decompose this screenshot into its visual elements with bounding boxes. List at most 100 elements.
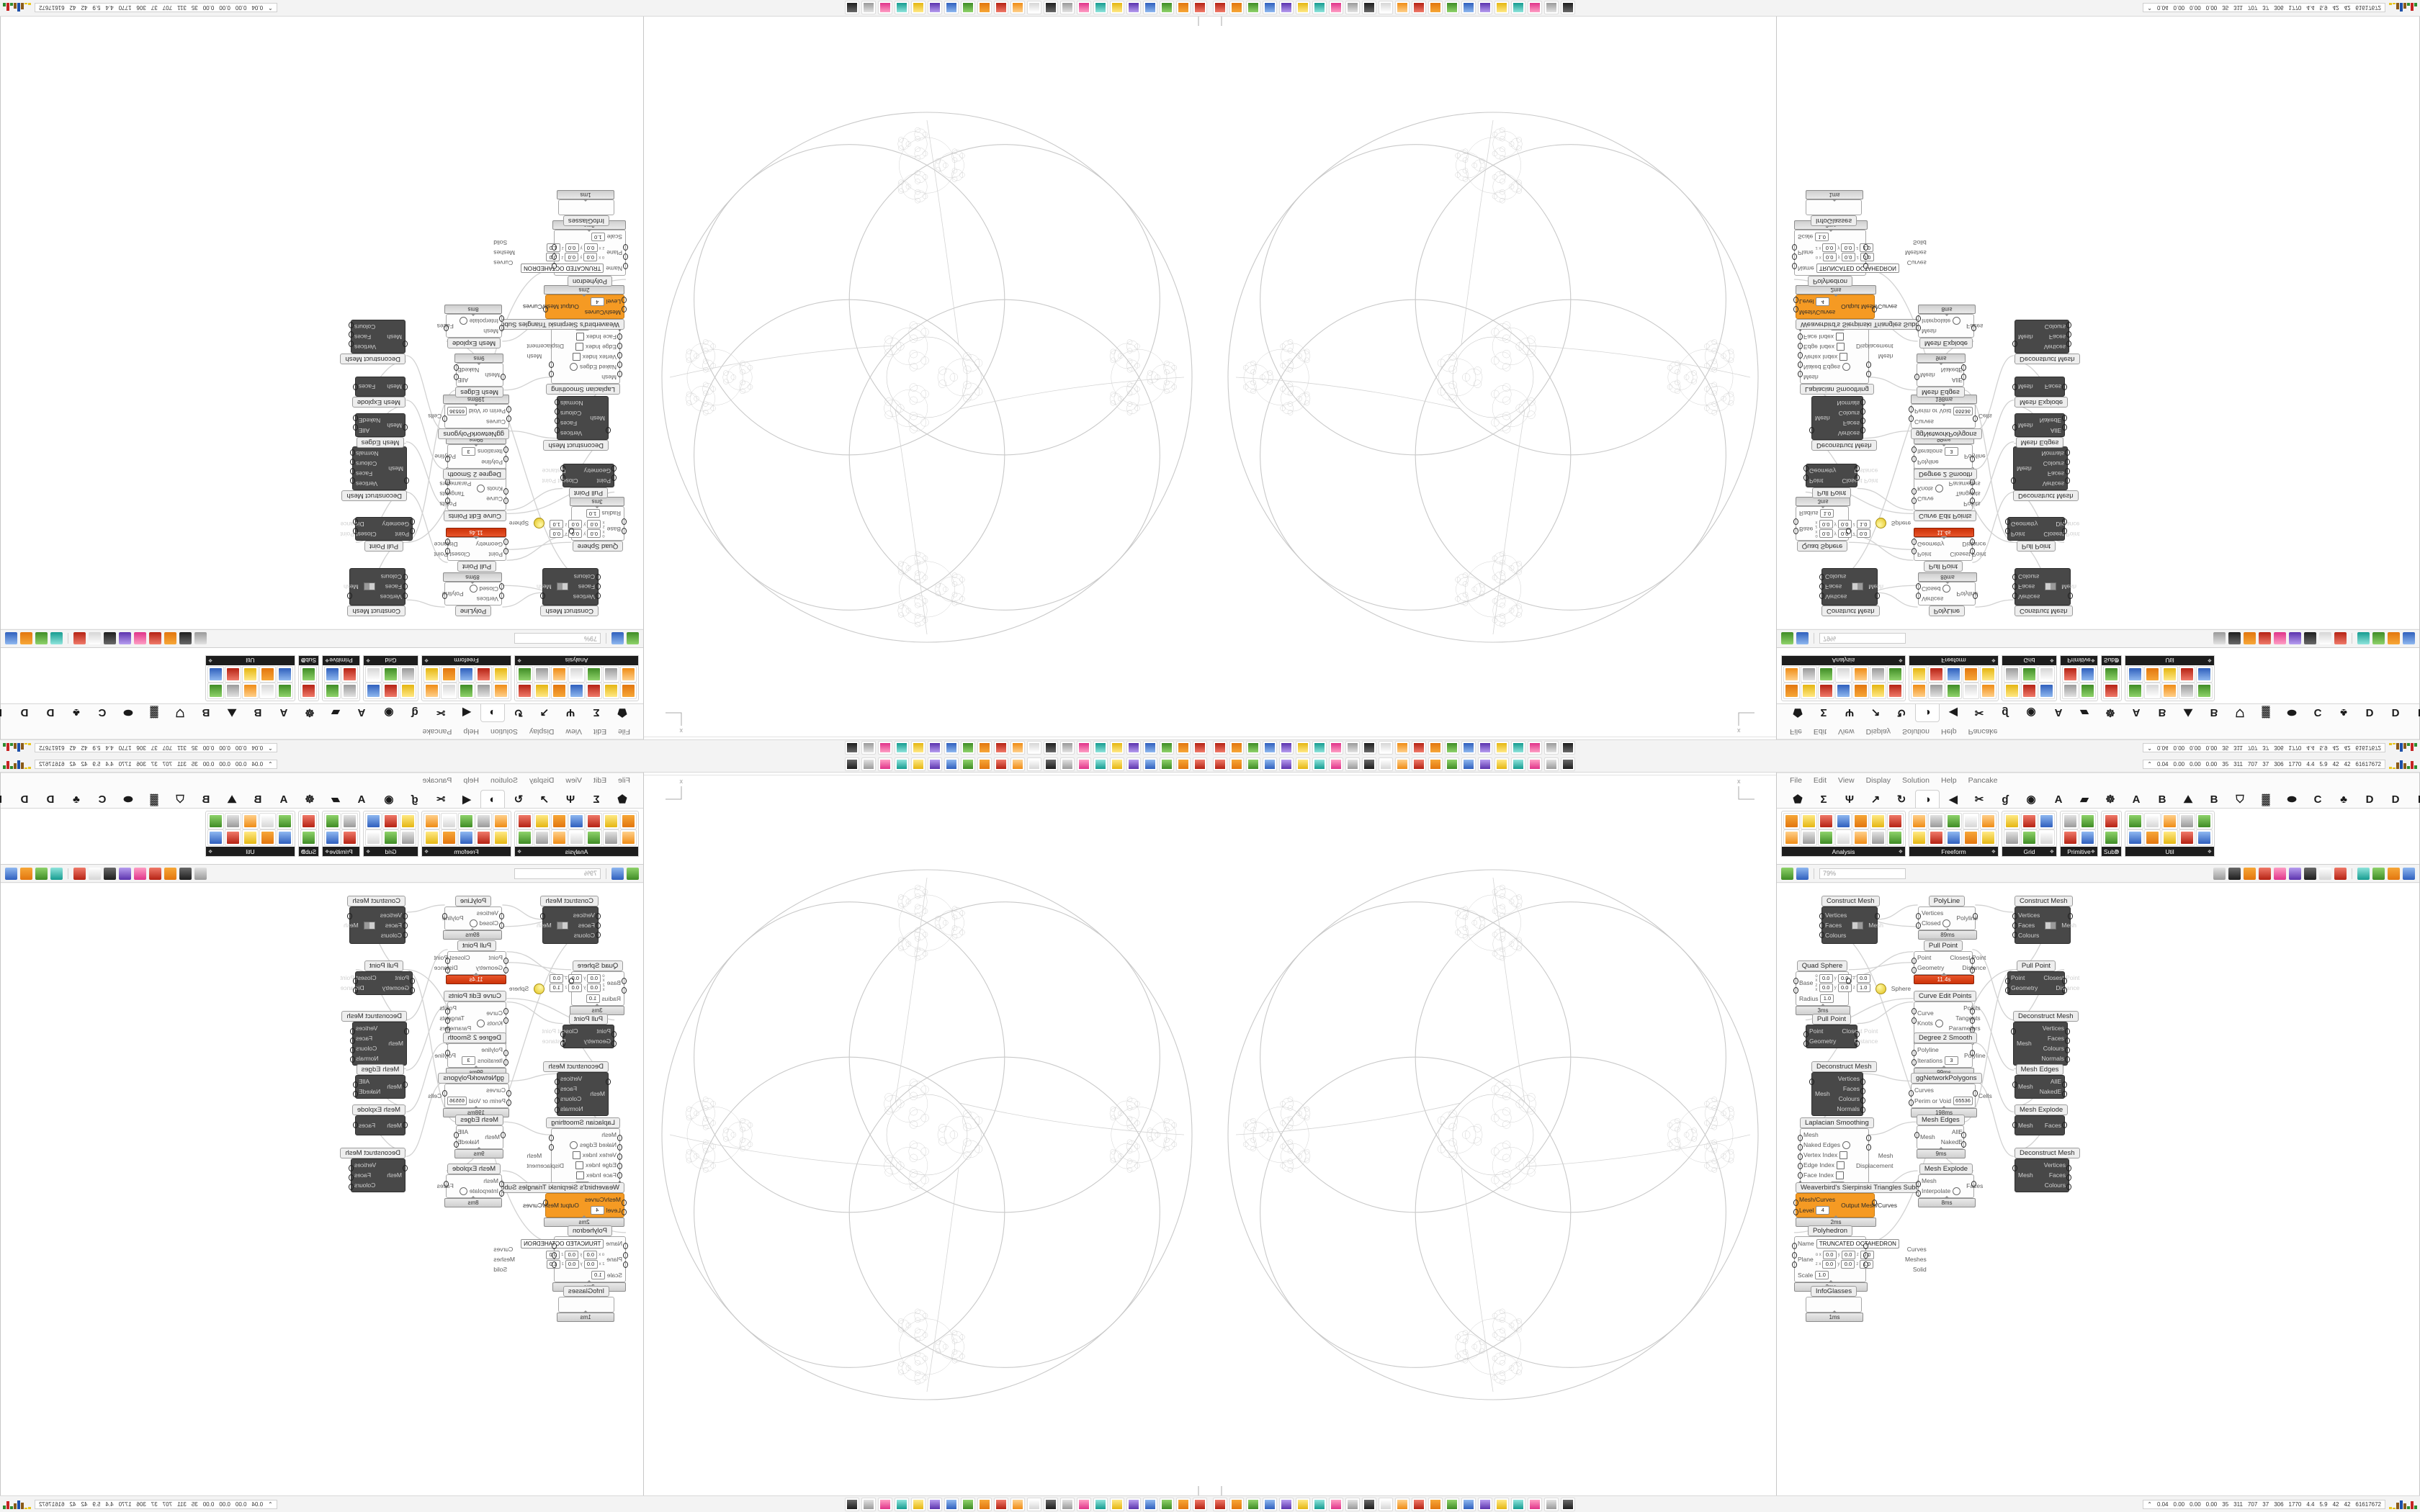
taskbar-app-button[interactable] — [1329, 1497, 1343, 1511]
ribbon-component-icon[interactable] — [2079, 666, 2096, 683]
ribbon-component-icon[interactable] — [516, 683, 533, 699]
output-pip[interactable] — [349, 322, 354, 328]
taskbar-app-button[interactable] — [1176, 741, 1191, 755]
ribbon-component-icon[interactable] — [1783, 666, 1800, 683]
component-caption[interactable]: Mesh Edges — [356, 1064, 405, 1075]
tab-intersect[interactable]: ✂ — [429, 790, 453, 808]
output-pip[interactable] — [353, 1122, 358, 1128]
node-port-output[interactable]: Mesh — [1878, 1151, 1894, 1159]
boolean-toggle[interactable] — [1953, 317, 1961, 325]
input-row[interactable]: Mesh — [2018, 1122, 2033, 1130]
ribbon-panel-subd[interactable]: SubD ❖ — [2101, 811, 2122, 857]
tab-d1[interactable]: D — [38, 704, 63, 722]
input-row[interactable]: Naked Edges — [569, 1141, 617, 1149]
tab-maths[interactable]: Σ — [584, 790, 609, 808]
taskbar-app-button[interactable] — [1345, 1497, 1360, 1511]
input-row[interactable]: Curves — [486, 418, 506, 426]
node-port-input[interactable]: Mesh/Curves — [584, 309, 621, 316]
node-port-output[interactable]: NakedE — [2039, 417, 2061, 424]
taskbar-app-button[interactable] — [1126, 1, 1141, 15]
node-port-output[interactable]: Meshes — [493, 1255, 516, 1263]
node-port-input[interactable]: Geometry — [1917, 541, 1945, 548]
canvas-toolbar[interactable]: 79% — [1777, 629, 2419, 647]
component-caption[interactable]: Deconstruct Mesh — [340, 1148, 405, 1158]
tab-sets[interactable]: Ψ — [558, 704, 583, 722]
tab-a3[interactable]: ☸ — [2098, 790, 2123, 808]
zoom-field[interactable]: 79% — [1819, 868, 1906, 879]
node-port-output[interactable]: Vertices — [2043, 1161, 2066, 1169]
input-pip[interactable] — [2012, 922, 2017, 929]
taskbar-app-button[interactable] — [977, 1497, 992, 1511]
output-pip[interactable] — [560, 465, 565, 472]
taskbar-app-button[interactable] — [1511, 757, 1525, 771]
taskbar-app-button[interactable] — [1478, 1497, 1492, 1511]
output-pip[interactable] — [350, 1038, 355, 1044]
iterations-field[interactable]: 3 — [1944, 1056, 1958, 1065]
sphere-green-icon[interactable] — [2372, 632, 2385, 645]
node-port-input[interactable]: Face Index — [1803, 1171, 1834, 1179]
node-port-output[interactable]: Closest Point — [434, 551, 470, 558]
output-pip[interactable] — [2065, 468, 2070, 474]
level-field[interactable]: 4 — [1816, 297, 1830, 306]
node-port-input[interactable]: Mesh — [387, 422, 402, 429]
node-port-output[interactable]: Faces — [356, 470, 373, 477]
node-port-input[interactable]: Colours — [1825, 573, 1847, 581]
node-port-input[interactable]: Face Index — [586, 333, 617, 341]
cluster-icon[interactable] — [2274, 867, 2286, 880]
menu-item-solution[interactable]: Solution — [490, 776, 518, 785]
ribbon-component-icon[interactable] — [2079, 683, 2096, 699]
os-taskbar-bottom[interactable]: ⌃ 0.04 0.00 0.00 0.00 35 311 707 37 306 1770 4.4 5.9… — [0, 1495, 1210, 1512]
menu-item-help[interactable]: Help — [1940, 776, 1957, 785]
output-pip[interactable] — [1860, 408, 1865, 415]
output-pip[interactable] — [349, 341, 354, 347]
node-port-output[interactable]: Colours — [356, 1045, 377, 1052]
output-pip[interactable] — [552, 244, 557, 251]
input-pip[interactable] — [617, 361, 622, 368]
node-port-output[interactable]: AllE — [2050, 427, 2061, 434]
component-caption[interactable]: Deconstruct Mesh — [2013, 1011, 2079, 1022]
output-pip[interactable] — [454, 1132, 459, 1138]
input-row[interactable]: Vertices — [573, 912, 595, 919]
sphere-teal-icon[interactable] — [2357, 867, 2370, 880]
component-body[interactable]: Vertices Faces Colours Mesh — [2012, 906, 2076, 944]
input-pip[interactable] — [499, 1190, 504, 1197]
taskbar-app-button[interactable] — [1246, 757, 1260, 771]
ribbon-component-icon[interactable] — [400, 683, 416, 699]
input-pip[interactable] — [1819, 922, 1824, 929]
ribbon-component-icon[interactable] — [1835, 683, 1852, 699]
gh-component[interactable]: Mesh Edges Mesh AllE NakedE — [353, 1062, 408, 1099]
ribbon-component-icon[interactable] — [1963, 829, 1979, 846]
sphere-green-icon[interactable] — [35, 867, 48, 880]
input-pip[interactable] — [503, 1017, 508, 1024]
input-pip[interactable] — [1819, 574, 1824, 580]
node-port-output[interactable]: Sphere — [508, 520, 529, 528]
scissors-icon[interactable] — [2289, 632, 2301, 645]
input-row[interactable]: Curves — [1914, 418, 1934, 426]
node-port-input[interactable]: Scale — [606, 1271, 622, 1279]
component-body[interactable]: Point Geometry Closest Point Distance — [1803, 1025, 1878, 1048]
tray-chevron-icon[interactable]: ⌃ — [268, 744, 273, 752]
ribbon-component-icon[interactable] — [1980, 666, 1996, 683]
input-row[interactable]: Mesh/Curves — [1799, 308, 1835, 316]
input-row[interactable]: Mesh — [590, 414, 605, 422]
ribbon-component-icon[interactable] — [586, 829, 602, 846]
gh-component[interactable]: Mesh Explode Mesh Interpolate Faces 8ms — [1916, 305, 1983, 351]
ribbon-component-icon[interactable] — [1928, 813, 1945, 829]
output-pip[interactable] — [444, 1181, 449, 1187]
ribbon-component-icon[interactable] — [603, 813, 619, 829]
input-row[interactable]: Level 4 — [1799, 297, 1830, 306]
node-port-input[interactable]: Mesh — [1815, 415, 1830, 422]
taskbar-app-button[interactable] — [895, 1497, 909, 1511]
node-port-output[interactable]: Faces — [2048, 1171, 2066, 1179]
tab-surface[interactable]: ◑ — [480, 704, 505, 722]
node-port-input[interactable]: Curve — [1917, 495, 1934, 503]
input-pip[interactable] — [503, 958, 508, 964]
menu-item-file[interactable]: File — [1790, 727, 1802, 736]
panel-pin-icon[interactable]: ❖ — [301, 657, 306, 663]
tab-a1[interactable]: A — [2046, 704, 2071, 722]
taskbar-app-button[interactable] — [1478, 1, 1492, 15]
taskbar-app-button[interactable] — [1494, 757, 1509, 771]
index-checkbox[interactable] — [1836, 1171, 1845, 1179]
output-pip[interactable] — [555, 408, 560, 415]
input-row[interactable]: Scale 1.0 — [591, 1271, 622, 1279]
